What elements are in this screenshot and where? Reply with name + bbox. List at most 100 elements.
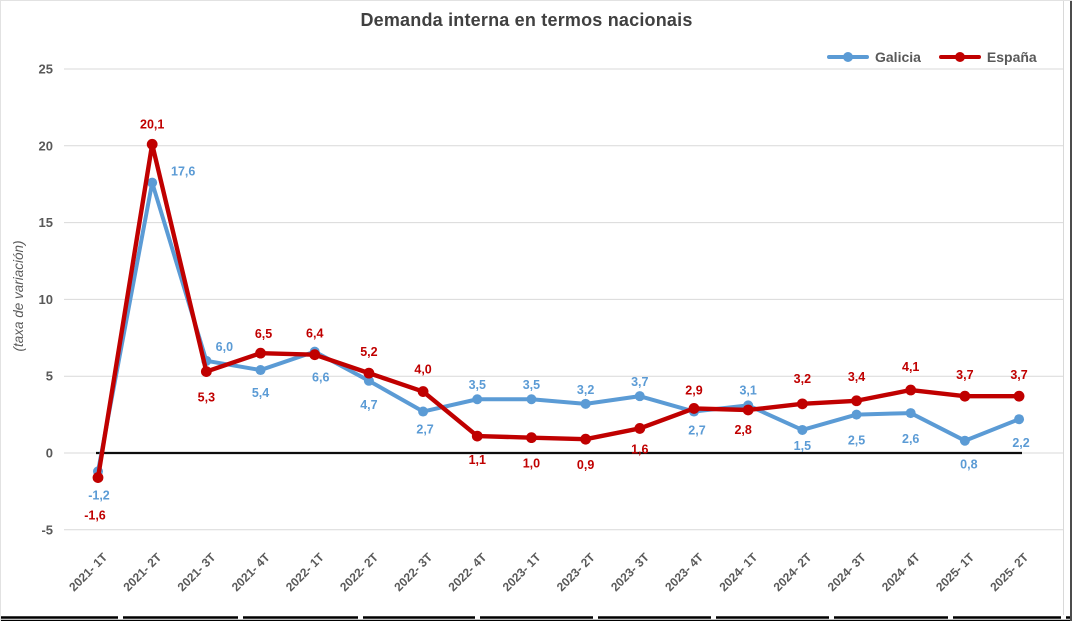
espana-point-marker [200,366,212,377]
galicia-data-label: 3,1 [739,383,756,397]
x-axis-tick-label: 2025- 2T [987,550,1031,594]
espana-data-label: 1,6 [631,442,648,456]
x-axis-tick-label: 2021- 1T [66,550,110,594]
espana-data-label: 1,1 [469,453,486,467]
espana-point-marker [796,398,808,410]
galicia-data-label: 3,5 [469,378,486,392]
table-border-gap [358,615,363,620]
galicia-point-marker [959,435,970,446]
y-axis-tick-label: 20 [39,138,53,153]
x-axis-tick-label: 2023- 3T [608,550,652,594]
galicia-data-label: 6,0 [216,340,233,354]
legend-item-galicia[interactable]: Galicia [827,49,921,65]
y-axis-tick-label: -5 [41,522,53,537]
galicia-data-label: -1,2 [88,488,110,502]
x-axis-tick-label: 2021- 2T [120,550,164,594]
y-axis-tick-label: 10 [39,292,53,307]
plot-area-right-border [1063,1,1064,615]
espana-data-label: 2,9 [685,383,702,397]
x-axis-tick-label: 2023- 4T [662,550,706,594]
legend-label-espana: España [986,49,1037,65]
galicia-data-label: 1,5 [794,439,811,453]
galicia-data-label: 6,6 [312,371,329,385]
espana-swatch-dot [954,52,965,62]
table-border-gap [948,615,953,620]
table-border-gap [118,615,123,620]
y-axis-tick-label: 0 [46,446,53,461]
galicia-data-label: 0,8 [960,458,977,472]
y-axis-tick-label: 15 [39,215,53,230]
x-axis-tick-label: 2025- 1T [933,550,977,594]
galicia-data-label: 3,2 [577,383,594,397]
espana-point-marker [526,432,537,444]
legend-label-galicia: Galicia [875,49,921,65]
galicia-point-marker [363,375,374,386]
galicia-data-label: 4,7 [360,398,377,412]
galicia-point-marker [797,424,808,435]
window-right-edge [1070,1,1072,621]
x-axis-tick-label: 2022- 1T [283,550,327,594]
espana-point-marker [363,367,375,379]
espana-point-marker [471,430,483,442]
espana-data-label: -1,6 [84,509,106,523]
galicia-line-marker-swatch [827,51,869,63]
espana-point-marker [851,395,862,407]
espana-data-label: 4,0 [414,363,431,377]
espana-point-marker [92,472,104,483]
galicia-point-marker [472,394,483,405]
galicia-data-label: 5,4 [252,386,269,400]
espana-data-label: 20,1 [140,117,164,131]
espana-data-label: 3,7 [956,368,973,382]
galicia-point-marker [255,365,266,376]
x-axis-tick-label: 2022- 2T [337,550,381,594]
espana-data-label: 5,2 [360,345,377,359]
espana-point-marker [959,390,971,402]
galicia-data-label: 3,7 [631,375,648,389]
espana-point-marker [309,349,321,361]
y-axis-tick-label: 5 [46,369,53,384]
x-axis-tick-label: 2023- 1T [500,550,544,594]
espana-data-label: 0,9 [577,458,594,472]
espana-point-marker [1013,390,1025,402]
galicia-swatch-dot [843,52,853,62]
espana-point-marker [742,404,754,416]
x-axis-tick-label: 2024- 3T [825,550,869,594]
galicia-data-label: 2,7 [416,423,433,437]
espana-data-label: 3,7 [1010,368,1027,382]
espana-point-marker [417,386,429,397]
espana-data-label: 6,4 [306,327,323,341]
x-axis-tick-label: 2024- 2T [771,550,815,594]
x-axis-tick-label: 2024- 1T [716,550,760,594]
table-border-gap [593,615,598,620]
espana-point-marker [580,433,592,445]
table-border-gap [475,615,480,620]
galicia-point-marker [851,409,862,420]
galicia-point-marker [580,398,591,409]
galicia-point-marker [526,394,537,405]
table-border-gap [1061,615,1066,620]
galicia-point-marker [905,408,916,419]
galicia-point-marker [147,177,158,188]
espana-data-label: 4,1 [902,360,919,374]
legend-item-espana[interactable]: España [938,49,1037,65]
chart-title: Demanda interna en termos nacionais [360,10,693,30]
galicia-point-marker [418,406,429,417]
x-axis-tick-label: 2024- 4T [879,550,923,594]
espana-point-marker [688,403,700,414]
galicia-data-label: 2,2 [1012,436,1029,450]
espana-data-label: 6,5 [255,327,272,341]
espana-data-label: 3,2 [794,372,811,386]
espana-data-label: 1,0 [523,457,540,471]
chart-legend: Galicia España [827,45,1053,69]
galicia-data-label: 2,5 [848,434,865,448]
galicia-data-label: 2,7 [688,424,705,438]
espana-data-label: 3,4 [848,370,865,384]
galicia-data-label: 2,6 [902,432,919,446]
table-border-gap [829,615,834,620]
galicia-data-label: 17,6 [171,165,195,179]
galicia-data-label: 3,5 [523,378,540,392]
y-axis-tick-label: 25 [39,62,53,77]
x-axis-tick-label: 2022- 3T [391,550,435,594]
